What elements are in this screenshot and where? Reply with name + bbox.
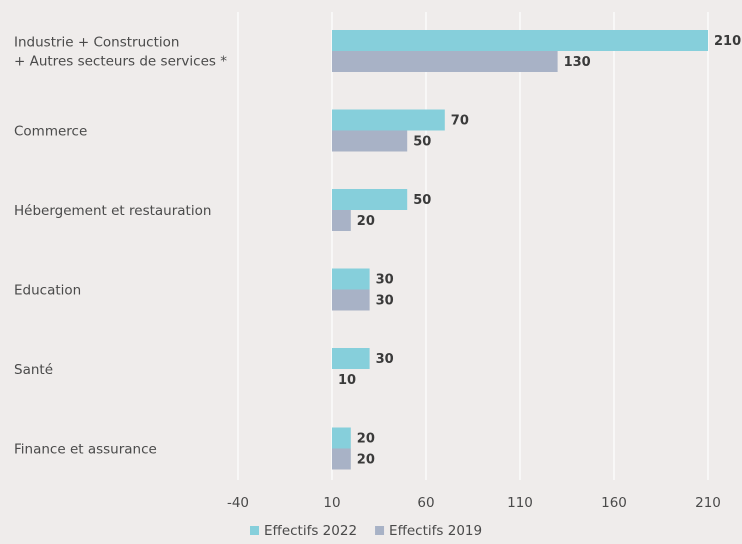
- bar: [332, 109, 445, 131]
- data-label: 30: [376, 273, 394, 288]
- data-label: 70: [451, 114, 469, 129]
- gridlines: [237, 12, 709, 480]
- legend-swatch: [250, 526, 259, 535]
- data-label: 20: [357, 453, 375, 468]
- x-tick-label: 110: [507, 495, 533, 511]
- bar: [332, 210, 351, 231]
- category-label: Industrie + Construction + Autres secteur…: [14, 35, 227, 70]
- category-labels: Industrie + Construction + Autres secteur…: [14, 35, 227, 458]
- data-label: 20: [357, 214, 375, 229]
- data-label: 130: [564, 55, 591, 70]
- category-label-line: + Autres secteurs de services *: [14, 54, 227, 70]
- data-label: 10: [338, 373, 356, 388]
- category-label: Finance et assurance: [14, 442, 157, 458]
- bars: [332, 30, 708, 470]
- legend: Effectifs 2022 Effectifs 2019: [250, 523, 482, 539]
- x-tick-label: 10: [323, 495, 340, 511]
- x-tick-label: 210: [695, 495, 721, 511]
- category-label-line: Commerce: [14, 124, 87, 140]
- legend-entry: Effectifs 2019: [389, 523, 482, 539]
- category-label-line: Industrie + Construction: [14, 35, 179, 51]
- category-label-line: Hébergement et restauration: [14, 203, 211, 219]
- data-label: 20: [357, 432, 375, 447]
- data-label: 30: [376, 294, 394, 309]
- category-label: Education: [14, 283, 81, 299]
- data-label: 50: [413, 135, 431, 150]
- legend-entry: Effectifs 2022: [264, 523, 357, 539]
- data-label: 50: [413, 193, 431, 208]
- category-label-line: Education: [14, 283, 81, 299]
- x-tick-label: -40: [227, 495, 249, 511]
- x-tick-label: 60: [417, 495, 434, 511]
- bar: [332, 30, 708, 51]
- category-label-line: Santé: [14, 362, 53, 378]
- bar: [332, 427, 351, 449]
- category-label: Commerce: [14, 124, 87, 140]
- category-label-line: Finance et assurance: [14, 442, 157, 458]
- bar: [332, 289, 370, 311]
- category-label: Santé: [14, 362, 53, 378]
- bar: [332, 348, 370, 369]
- bar: [332, 448, 351, 470]
- data-label: 210: [714, 34, 741, 49]
- data-label: 30: [376, 352, 394, 367]
- bar: [332, 268, 370, 290]
- bar: [332, 130, 408, 152]
- bar: [332, 51, 558, 72]
- legend-swatch: [375, 526, 385, 535]
- bar: [332, 189, 408, 210]
- x-tick-label: 160: [601, 495, 627, 511]
- category-label: Hébergement et restauration: [14, 203, 211, 219]
- x-axis-ticks: -40 10 60 110 160 210: [227, 495, 721, 511]
- data-labels: 210 130 70 50 50 20 30 30 30 10 20 20: [338, 34, 741, 468]
